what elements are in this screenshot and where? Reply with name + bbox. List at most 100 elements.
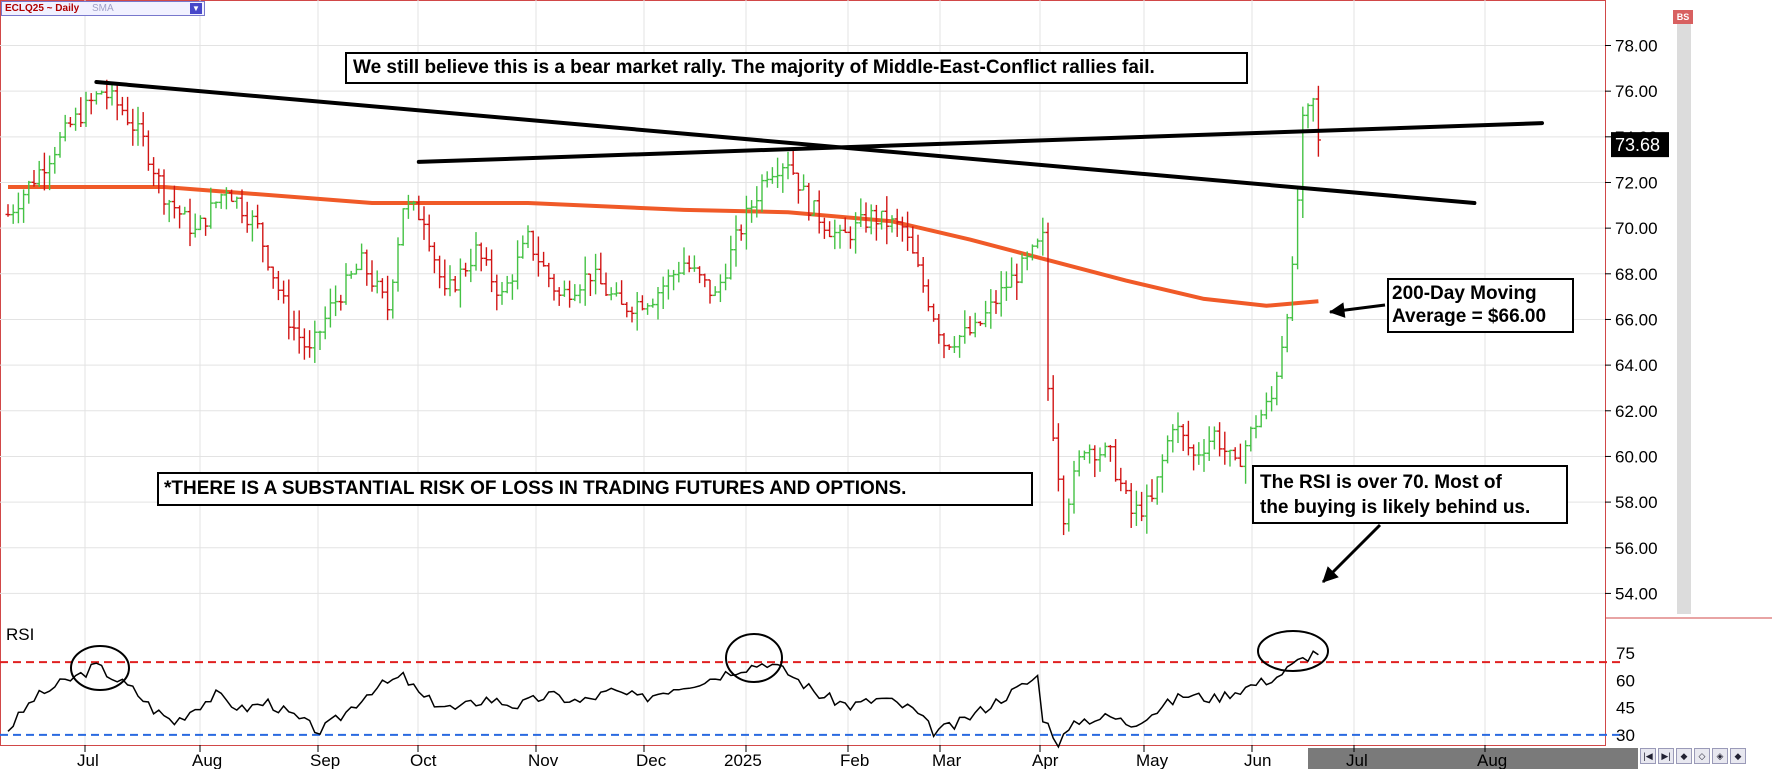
up-bar bbox=[1040, 217, 1046, 256]
chevron-down-icon[interactable]: ▼ bbox=[190, 3, 202, 14]
down-bar bbox=[369, 260, 375, 292]
up-bar bbox=[348, 270, 354, 279]
rsi-text-line1: The RSI is over 70. Most of bbox=[1260, 472, 1502, 493]
up-bar bbox=[1206, 426, 1212, 461]
down-bar bbox=[899, 216, 905, 242]
up-bar bbox=[733, 215, 739, 267]
up-bar bbox=[681, 247, 687, 276]
scroll-right-icon[interactable]: ▶| bbox=[1658, 748, 1674, 764]
up-bar bbox=[447, 265, 453, 297]
up-bar bbox=[957, 334, 963, 358]
up-bar bbox=[613, 282, 619, 297]
time-tick-label: Jun bbox=[1244, 751, 1271, 769]
up-bar bbox=[743, 195, 749, 250]
up-bar bbox=[962, 310, 968, 344]
up-bar bbox=[1248, 426, 1254, 452]
rsi-annotation: The RSI is over 70. Most of the buying i… bbox=[1252, 465, 1568, 524]
down-bar bbox=[905, 211, 911, 251]
down-bar bbox=[686, 255, 692, 273]
up-bar bbox=[1274, 371, 1280, 406]
up-bar bbox=[655, 287, 661, 320]
up-bar bbox=[889, 215, 895, 233]
up-bar bbox=[1300, 106, 1306, 218]
down-bar bbox=[941, 332, 947, 359]
down-bar bbox=[244, 201, 250, 233]
fit-icon[interactable]: ◆ bbox=[1730, 748, 1746, 764]
up-bar bbox=[192, 213, 198, 238]
down-bar bbox=[88, 93, 94, 115]
down-bar bbox=[275, 270, 281, 301]
price-tick-label: 68.00 bbox=[1615, 265, 1658, 284]
zoom-out-icon[interactable]: ◇ bbox=[1694, 748, 1710, 764]
last-price-tag bbox=[1611, 132, 1669, 158]
price-tick-label: 76.00 bbox=[1615, 82, 1658, 101]
rsi-tick-label: 75 bbox=[1616, 644, 1635, 663]
up-bar bbox=[249, 210, 255, 242]
future-region bbox=[1308, 748, 1638, 769]
up-bar bbox=[785, 151, 791, 180]
up-bar bbox=[717, 274, 723, 303]
up-bar bbox=[1175, 412, 1181, 444]
trendlines bbox=[94, 80, 1544, 206]
up-bar bbox=[520, 235, 526, 259]
up-bar bbox=[166, 199, 172, 223]
rsi-arrow bbox=[1321, 523, 1382, 584]
down-bar bbox=[1180, 424, 1186, 452]
down-bar bbox=[151, 157, 157, 187]
down-bar bbox=[161, 169, 167, 215]
up-bar bbox=[1284, 313, 1290, 353]
buy-sell-badge[interactable]: BS bbox=[1673, 10, 1693, 24]
up-bar bbox=[1071, 460, 1077, 514]
up-bar bbox=[333, 285, 339, 317]
up-bar bbox=[853, 212, 859, 254]
scroll-left-icon[interactable]: |◀ bbox=[1640, 748, 1656, 764]
down-bar bbox=[1232, 447, 1238, 461]
down-bar bbox=[78, 97, 84, 127]
up-bar bbox=[634, 292, 640, 331]
up-bar bbox=[1024, 251, 1030, 271]
zoom-in-icon[interactable]: ◆ bbox=[1676, 748, 1692, 764]
down-bar bbox=[925, 279, 931, 312]
up-bar bbox=[582, 256, 588, 306]
sma-text-line1: 200-Day Moving bbox=[1392, 283, 1537, 304]
up-bar bbox=[561, 280, 567, 297]
up-bar bbox=[317, 330, 323, 350]
down-bar bbox=[910, 226, 916, 254]
symbol-selector[interactable]: ECLQ25 ~ Daily SMA ▼ bbox=[1, 1, 205, 16]
down-bar bbox=[385, 275, 391, 321]
bear-rally-text: We still believe this is a bear market r… bbox=[353, 57, 1155, 78]
up-bar bbox=[405, 194, 411, 219]
down-bar bbox=[619, 280, 625, 306]
up-bar bbox=[1310, 97, 1316, 122]
up-bar bbox=[879, 210, 885, 230]
up-bar bbox=[1201, 439, 1207, 472]
up-bar bbox=[988, 289, 994, 329]
time-tick-label: Jul bbox=[77, 751, 99, 769]
down-bar bbox=[31, 170, 37, 187]
axes: 78.0076.0074.0072.0070.0068.0066.0064.00… bbox=[77, 37, 1669, 769]
down-bar bbox=[894, 208, 900, 237]
up-bar bbox=[1133, 490, 1139, 526]
down-bar bbox=[494, 274, 500, 311]
up-bar bbox=[1144, 484, 1150, 534]
rsi-peak-circle-2 bbox=[725, 633, 783, 683]
annotation-arrows bbox=[1321, 302, 1386, 584]
down-bar bbox=[483, 247, 489, 266]
up-bar bbox=[671, 269, 677, 291]
up-bar bbox=[1170, 424, 1176, 453]
up-bar bbox=[21, 189, 27, 223]
price-tick-label: 58.00 bbox=[1615, 493, 1658, 512]
down-bar bbox=[873, 204, 879, 241]
down-bar bbox=[702, 273, 708, 288]
up-bar bbox=[52, 146, 58, 174]
down-bar bbox=[307, 330, 313, 358]
reset-zoom-icon[interactable]: ◈ bbox=[1712, 748, 1728, 764]
up-bar bbox=[390, 279, 396, 319]
down-bar bbox=[5, 204, 11, 217]
down-bar bbox=[338, 294, 344, 311]
down-bar bbox=[920, 256, 926, 293]
trendline-2 bbox=[416, 121, 1544, 164]
down-bar bbox=[463, 262, 469, 277]
indicator-label: SMA bbox=[91, 3, 114, 14]
